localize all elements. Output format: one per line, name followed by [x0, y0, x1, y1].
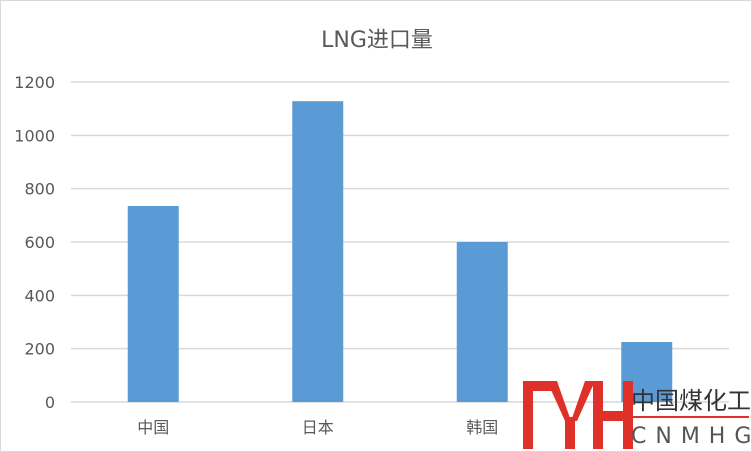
x-tick-label: 日本	[302, 418, 334, 437]
y-tick-label: 800	[24, 180, 55, 199]
bar	[292, 101, 344, 402]
y-tick-label: 0	[45, 393, 55, 412]
cnmhg-logo-icon	[523, 381, 633, 449]
chart-title: LNG进口量	[321, 28, 433, 53]
watermark-logo: 中国煤化工 CNMHG	[521, 381, 752, 451]
x-tick-label: 中国	[137, 418, 169, 437]
y-tick-label: 400	[24, 286, 55, 305]
watermark-name: 中国煤化工	[631, 387, 751, 415]
y-tick-label: 600	[24, 233, 55, 252]
y-tick-label: 200	[24, 340, 55, 359]
y-tick-label: 1000	[14, 126, 55, 145]
watermark-latin: CNMHG	[631, 424, 752, 449]
y-tick-label: 1200	[14, 73, 55, 92]
bar	[456, 242, 508, 402]
bar	[127, 206, 179, 402]
x-tick-label: 韩国	[466, 418, 498, 437]
